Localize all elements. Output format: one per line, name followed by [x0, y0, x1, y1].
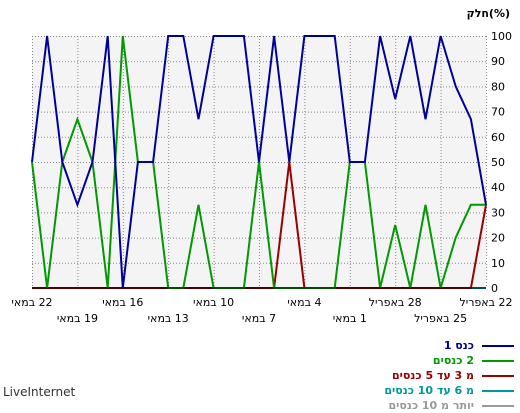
x-tick-label: 22 במאי — [11, 296, 52, 309]
y-tick-label: 80 — [491, 80, 505, 93]
y-tick-label: 90 — [491, 55, 505, 68]
x-tick-label: 22 באפריל — [460, 296, 513, 309]
legend-label: יותר מ 10 כנסים — [388, 399, 474, 412]
legend-swatch — [482, 344, 514, 347]
legend-label: 2 כנסים — [432, 354, 474, 367]
y-tick-labels: 0 10 20 30 40 50 60 70 80 90 100 — [491, 30, 512, 295]
legend-swatch — [482, 389, 514, 392]
legend-label: כנס 1 — [443, 339, 474, 352]
x-tick-label: 10 במאי — [193, 296, 234, 309]
legend-item-series-3: מ 3 עד 5 כנסים — [300, 368, 514, 383]
brand-logo[interactable]: LiveInternet — [3, 385, 76, 399]
legend-label: מ 3 עד 5 כנסים — [392, 369, 474, 382]
x-tick-labels: 22 במאי 16 במאי 10 במאי 4 במאי 28 באפריל 22 ב… — [11, 296, 512, 325]
legend-item-series-4: מ 6 עד 10 כנסים — [300, 383, 514, 398]
x-tick-label: 1 במאי — [333, 312, 367, 325]
y-tick-label: 30 — [491, 206, 505, 219]
x-tick-label: 4 במאי — [287, 296, 321, 309]
y-tick-label: 70 — [491, 106, 505, 119]
legend: כנס 1 2 כנסים מ 3 עד 5 כנסים מ 6 עד 10 כ… — [300, 338, 514, 413]
y-tick-label: 20 — [491, 232, 505, 245]
y-tick-label: 10 — [491, 257, 505, 270]
y-tick-label: 0 — [491, 282, 498, 295]
y-tick-label: 60 — [491, 131, 505, 144]
legend-item-series-2: 2 כנסים — [300, 353, 514, 368]
legend-swatch — [482, 359, 514, 362]
x-tick-label: 25 באפריל — [414, 312, 467, 325]
x-tick-label: 7 במאי — [242, 312, 276, 325]
y-tick-label: 40 — [491, 181, 505, 194]
legend-label: מ 6 עד 10 כנסים — [384, 384, 474, 397]
legend-item-series-1: כנס 1 — [300, 338, 514, 353]
legend-swatch — [482, 374, 514, 377]
x-tick-label: 16 במאי — [102, 296, 143, 309]
x-tick-label: 28 באפריל — [369, 296, 422, 309]
series-line-1 — [31, 35, 487, 289]
x-tick-label: 13 במאי — [148, 312, 189, 325]
legend-item-series-5: יותר מ 10 כנסים — [300, 398, 514, 413]
y-axis-label: חלק(%) — [467, 7, 510, 20]
x-tick-label: 19 במאי — [57, 312, 98, 325]
y-tick-label: 100 — [491, 30, 512, 43]
y-tick-label: 50 — [491, 156, 505, 169]
